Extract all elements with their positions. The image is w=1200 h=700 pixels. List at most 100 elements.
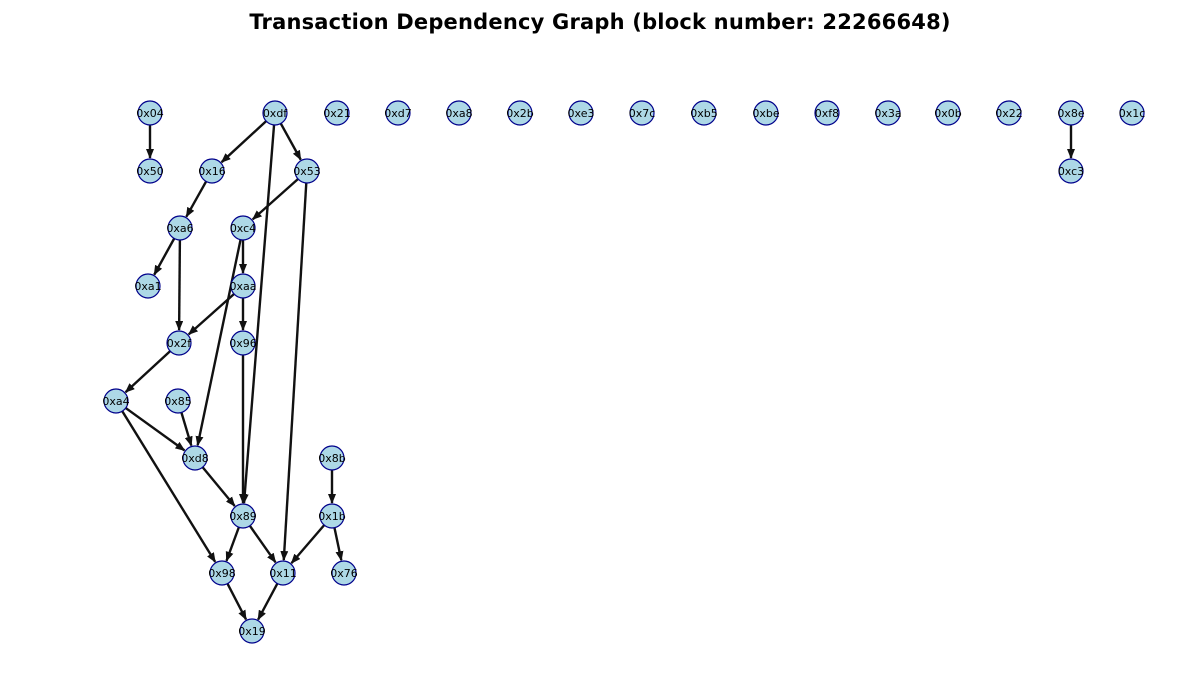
node-label: 0x2b xyxy=(506,107,534,120)
node-0x76: 0x76 xyxy=(330,560,358,586)
node-0xb5: 0xb5 xyxy=(690,100,718,126)
node-circle xyxy=(230,330,256,356)
edge-0xd8-0x89 xyxy=(201,466,236,507)
edge-0x16-0xa6 xyxy=(185,180,208,218)
node-0xaa: 0xaa xyxy=(230,273,257,299)
node-label: 0x16 xyxy=(198,165,226,178)
node-label: 0x7c xyxy=(629,107,656,120)
edge-0x89-0x11 xyxy=(248,525,277,564)
node-label: 0xc3 xyxy=(1058,165,1084,178)
node-label: 0x1b xyxy=(318,510,346,523)
edge-0xdf-0x89 xyxy=(240,124,276,505)
node-0x50: 0x50 xyxy=(136,158,164,184)
node-label: 0xe3 xyxy=(568,107,595,120)
node-0x21: 0x21 xyxy=(323,100,351,126)
node-label: 0xb5 xyxy=(690,107,718,120)
node-0x1c: 0x1c xyxy=(1119,100,1146,126)
node-0x8b: 0x8b xyxy=(318,445,346,471)
node-label: 0x0b xyxy=(934,107,962,120)
node-circle xyxy=(230,215,256,241)
node-circle xyxy=(935,100,961,126)
node-circle xyxy=(167,215,193,241)
node-circle xyxy=(1058,158,1084,184)
node-label: 0xd8 xyxy=(181,452,209,465)
edge-0xa4-0xd8 xyxy=(125,407,186,452)
node-0x22: 0x22 xyxy=(995,100,1023,126)
node-circle xyxy=(262,100,288,126)
node-0xa8: 0xa8 xyxy=(445,100,473,126)
edge-0x89-0x98 xyxy=(225,526,240,562)
edge-0xa6-0x2f xyxy=(175,239,184,332)
node-circle xyxy=(103,388,129,414)
node-label: 0xa8 xyxy=(445,107,472,120)
node-0x85: 0x85 xyxy=(164,388,192,414)
node-circle xyxy=(1119,100,1145,126)
node-label: 0x98 xyxy=(208,567,236,580)
node-circle xyxy=(753,100,779,126)
node-circle xyxy=(165,388,191,414)
node-circle xyxy=(270,560,296,586)
node-0xbe: 0xbe xyxy=(752,100,780,126)
node-label: 0x8e xyxy=(1057,107,1085,120)
node-0xf8: 0xf8 xyxy=(814,100,840,126)
edge-0xaa-0x2f xyxy=(187,293,235,336)
node-label: 0xf8 xyxy=(815,107,839,120)
edge-0xa6-0xa1 xyxy=(153,237,176,276)
node-circle xyxy=(137,158,163,184)
node-label: 0x1c xyxy=(1119,107,1146,120)
edge-0x1b-0x76 xyxy=(333,527,344,562)
node-circle xyxy=(629,100,655,126)
node-label: 0xa4 xyxy=(102,395,129,408)
node-label: 0xc4 xyxy=(230,222,256,235)
node-circle xyxy=(209,560,235,586)
node-label: 0xa6 xyxy=(166,222,193,235)
node-circle xyxy=(996,100,1022,126)
node-circle xyxy=(137,100,163,126)
node-circle xyxy=(568,100,594,126)
node-label: 0x53 xyxy=(293,165,321,178)
node-label: 0xdf xyxy=(263,107,288,120)
edge-0x98-0x19 xyxy=(226,583,248,621)
node-0xa6: 0xa6 xyxy=(166,215,194,241)
node-label: 0x04 xyxy=(136,107,164,120)
node-0x04: 0x04 xyxy=(136,100,164,126)
edge-0x11-0x19 xyxy=(257,583,279,621)
edge-0xdf-0x16 xyxy=(220,120,267,164)
node-0x1b: 0x1b xyxy=(318,503,346,529)
edge-0x53-0xc4 xyxy=(251,178,299,221)
node-0x2f: 0x2f xyxy=(166,330,193,356)
edge-0xdf-0x53 xyxy=(279,122,302,161)
node-0x89: 0x89 xyxy=(229,503,257,529)
node-circle xyxy=(199,158,225,184)
node-circle xyxy=(1058,100,1084,126)
node-circle xyxy=(324,100,350,126)
node-0x96: 0x96 xyxy=(229,330,257,356)
node-label: 0x2f xyxy=(167,337,193,350)
node-0xa1: 0xa1 xyxy=(134,273,162,299)
node-0x7c: 0x7c xyxy=(629,100,656,126)
node-0x0b: 0x0b xyxy=(934,100,962,126)
node-0x3a: 0x3a xyxy=(874,100,902,126)
node-0x16: 0x16 xyxy=(198,158,226,184)
edge-0x85-0xd8 xyxy=(180,412,193,447)
node-0x53: 0x53 xyxy=(293,158,321,184)
node-0xe3: 0xe3 xyxy=(568,100,595,126)
node-0x2b: 0x2b xyxy=(506,100,534,126)
edge-0x1b-0x11 xyxy=(290,524,326,564)
node-label: 0x85 xyxy=(164,395,192,408)
node-circle xyxy=(239,618,265,644)
nodes-layer: 0x04 0x50 0xdf 0x16 0x53 0xa6 0xc4 0xa1 0xaa 0x2f… xyxy=(102,100,1146,644)
node-label: 0x8b xyxy=(318,452,346,465)
edge-0xa4-0x98 xyxy=(121,410,217,563)
node-0xd8: 0xd8 xyxy=(181,445,209,471)
edge-0x53-0x11 xyxy=(280,182,308,562)
node-circle xyxy=(319,503,345,529)
edge-0x2f-0xa4 xyxy=(124,350,171,394)
graph-title: Transaction Dependency Graph (block numb… xyxy=(249,10,951,34)
node-0x19: 0x19 xyxy=(238,618,266,644)
node-circle xyxy=(319,445,345,471)
node-0xdf: 0xdf xyxy=(262,100,288,126)
node-0xc4: 0xc4 xyxy=(230,215,256,241)
node-label: 0x21 xyxy=(323,107,351,120)
